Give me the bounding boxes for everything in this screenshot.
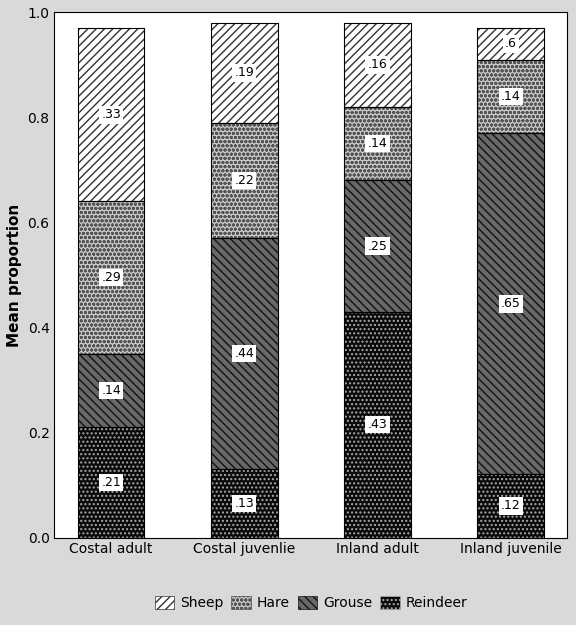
Bar xyxy=(78,354,145,428)
Text: .16: .16 xyxy=(367,59,388,71)
Text: .44: .44 xyxy=(234,348,254,360)
Bar xyxy=(478,60,544,133)
Text: .13: .13 xyxy=(234,497,254,510)
Text: .22: .22 xyxy=(234,174,254,187)
Bar xyxy=(211,23,278,122)
Text: .65: .65 xyxy=(501,298,521,311)
Bar xyxy=(78,354,145,428)
Text: .14: .14 xyxy=(501,90,521,103)
Bar xyxy=(344,312,411,538)
Bar xyxy=(78,201,145,354)
Bar xyxy=(78,428,145,538)
Bar xyxy=(478,60,544,133)
Text: .14: .14 xyxy=(101,384,121,397)
Bar xyxy=(211,469,278,538)
Text: .6: .6 xyxy=(505,38,517,51)
Bar xyxy=(78,28,145,201)
Y-axis label: Mean proportion: Mean proportion xyxy=(7,203,22,347)
Text: .43: .43 xyxy=(367,418,388,431)
Bar xyxy=(211,122,278,238)
Bar xyxy=(211,23,278,122)
Text: .21: .21 xyxy=(101,476,121,489)
Bar xyxy=(344,181,411,312)
Legend: Sheep, Hare, Grouse, Reindeer: Sheep, Hare, Grouse, Reindeer xyxy=(150,592,471,614)
Text: .19: .19 xyxy=(234,66,254,79)
Bar xyxy=(211,469,278,538)
Bar xyxy=(211,238,278,469)
Bar xyxy=(478,28,544,60)
Bar xyxy=(344,23,411,107)
Bar xyxy=(344,23,411,107)
Bar xyxy=(78,28,145,201)
Text: .14: .14 xyxy=(367,138,388,150)
Bar xyxy=(211,122,278,238)
Bar xyxy=(478,133,544,474)
Bar xyxy=(78,428,145,538)
Bar xyxy=(211,238,278,469)
Text: .29: .29 xyxy=(101,271,121,284)
Bar xyxy=(478,28,544,60)
Bar xyxy=(344,312,411,538)
Bar xyxy=(478,474,544,538)
Bar xyxy=(78,201,145,354)
Bar xyxy=(478,474,544,538)
Bar xyxy=(478,133,544,474)
Text: .33: .33 xyxy=(101,108,121,121)
Bar xyxy=(344,107,411,181)
Bar xyxy=(344,181,411,312)
Bar xyxy=(344,107,411,181)
Text: .25: .25 xyxy=(367,239,388,252)
Text: .12: .12 xyxy=(501,499,521,512)
